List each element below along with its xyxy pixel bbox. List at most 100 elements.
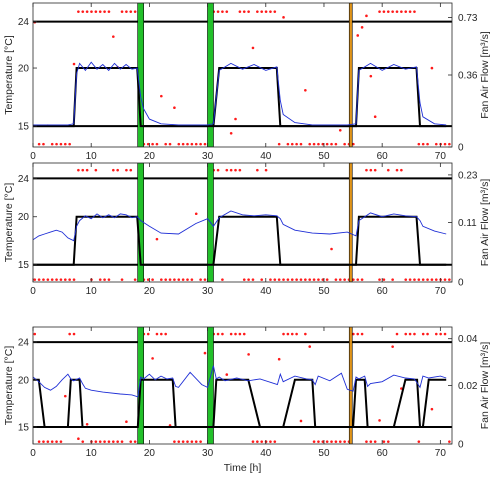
fan-flow-point [356,34,360,37]
fan-flow-point [251,46,255,50]
x-tick-label: 50 [318,286,330,297]
fan-flow-point [391,345,394,348]
fan-flow-point [277,142,281,146]
x-tick-label: 10 [86,448,98,459]
fan-flow-point [400,387,403,390]
fan-flow-point [408,278,412,281]
fan-flow-point [120,278,124,281]
fan-flow-point [129,440,133,443]
fan-flow-point [42,278,45,281]
fan-flow-point [356,278,360,281]
fan-flow-point [426,332,429,336]
fan-flow-point [68,332,71,336]
fan-flow-point [282,278,285,281]
y2-tick-label: 0.04 [458,334,478,345]
fan-flow-point [120,440,124,443]
fan-flow-point [421,278,425,281]
fan-flow-point [46,278,50,281]
fan-flow-point [103,278,106,281]
fan-flow-point [299,278,303,281]
fan-flow-point [277,278,281,281]
fan-flow-point [77,437,80,441]
panel-2: 0 10 20 30 40 50 60 70 15 20 24 0 0.11 0.23 Temperatur… [3,162,491,297]
green-event-marker [207,3,214,147]
fan-flow-point [107,440,111,443]
x-tick-label: 20 [144,286,156,297]
fan-flow-point [369,168,373,172]
fan-flow-point [338,278,342,281]
fan-flow-point [417,142,421,146]
fan-flow-point [98,278,102,281]
fan-flow-point [295,142,298,146]
fan-flow-point [369,440,373,443]
x-tick-label: 30 [202,448,214,459]
fan-flow-point [146,332,150,336]
fan-flow-point [343,278,346,281]
orange-event-marker [348,163,353,282]
fan-flow-point [203,142,207,146]
fan-flow-point [42,142,45,146]
fan-flow-point [365,168,368,172]
fan-flow-point [421,332,425,336]
fan-flow-point [216,168,220,172]
fan-flow-point [321,142,325,146]
fan-flow-point [221,332,224,336]
temperature-line [33,61,447,126]
fan-flow-point [59,142,63,146]
fan-flow-point [430,278,434,281]
fan-flow-point [273,278,277,281]
fan-flow-point [417,440,421,443]
fan-flow-point [378,10,381,13]
fan-flow-point [256,10,259,13]
fan-flow-point [55,142,58,146]
fan-flow-point [260,440,264,443]
fan-flow-point [37,142,41,146]
y2-axis-label: Fan Air Flow [m³/s] [479,31,491,119]
fan-flow-point [85,168,89,172]
fan-flow-point [304,278,307,281]
fan-flow-point [112,35,115,38]
fan-flow-point [434,142,438,146]
fan-flow-point [107,10,111,13]
fan-flow-point [77,10,80,13]
fan-flow-point [103,10,106,13]
fan-flow-point [352,142,355,146]
fan-flow-point [116,440,119,443]
fan-flow-point [408,332,412,336]
fan-flow-point [216,10,220,13]
fan-flow-point [434,278,438,281]
fan-flow-point [125,420,128,424]
fan-flow-point [160,94,163,98]
fan-flow-point [317,440,320,443]
fan-flow-point [443,142,447,146]
y-axis-label: Temperature [°C] [3,183,15,263]
fan-flow-point [317,142,320,146]
fan-flow-point [63,278,67,281]
fan-flow-point [155,237,159,241]
fan-flow-point [63,142,67,146]
fan-flow-point [343,440,346,443]
fan-flow-point [321,278,325,281]
fan-flow-point [304,332,307,336]
fan-flow-point [98,10,102,13]
fan-flow-point [160,278,163,281]
x-tick-label: 20 [144,151,156,162]
x-axis-label: Time [h] [224,462,262,474]
fan-flow-point [373,115,377,119]
fan-flow-point [221,10,224,13]
fan-flow-point [391,10,394,13]
fan-flow-point [177,278,181,281]
fan-flow-point [308,142,312,146]
fan-flow-point [120,10,124,13]
fan-flow-point [312,278,316,281]
fan-flow-point [352,332,355,336]
fan-flow-point [133,10,137,13]
fan-flow-point [295,278,298,281]
fan-flow-point [338,440,342,443]
y-tick-label: 15 [18,122,30,133]
fan-flow-point [330,247,333,251]
x-tick-label: 40 [260,151,272,162]
fan-flow-point [312,142,316,146]
y-tick-label: 20 [18,212,30,223]
